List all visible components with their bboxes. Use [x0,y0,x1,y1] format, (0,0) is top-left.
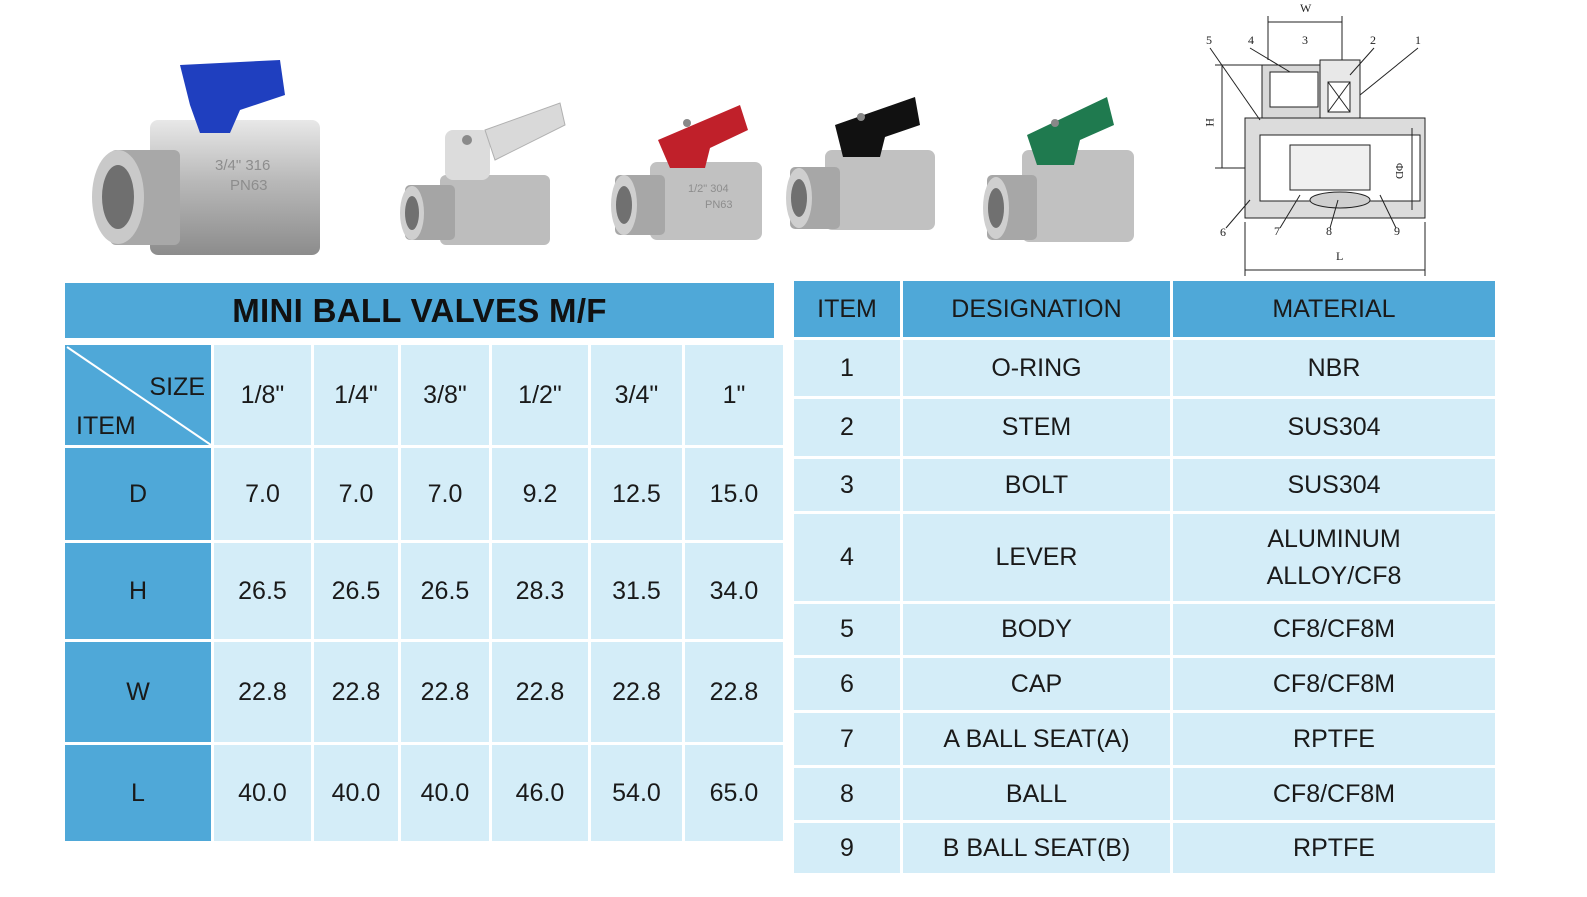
dimensions-table-title: MINI BALL VALVES M/F [65,283,774,338]
row-label: D [65,448,211,540]
table-cell: 26.5 [314,543,398,639]
designation: LEVER [903,514,1170,601]
corner-size-label: SIZE [149,373,205,401]
item-number: 3 [794,459,900,511]
size-header: 3/8" [401,345,489,445]
designation: STEM [903,399,1170,456]
table-cell: 34.0 [685,543,783,639]
designation: B BALL SEAT(B) [903,823,1170,873]
designation: BODY [903,604,1170,655]
table-cell: 7.0 [214,448,311,540]
item-number: 6 [794,658,900,710]
corner-header: SIZE ITEM [65,345,211,445]
material: NBR [1173,340,1495,396]
diameter-label: ΦD [1393,163,1405,179]
table-cell: 40.0 [314,745,398,841]
svg-text:1/2" 304: 1/2" 304 [688,183,729,195]
table-cell: 7.0 [401,448,489,540]
table-cell: 28.3 [492,543,588,639]
width-label: W [1300,1,1312,15]
table-cell: 7.0 [314,448,398,540]
header-designation: DESIGNATION [903,281,1170,337]
size-header: 1/4" [314,345,398,445]
material: CF8/CF8M [1173,604,1495,655]
product-photo-black-valve [785,95,945,245]
callout-2: 2 [1370,33,1376,47]
item-number: 8 [794,768,900,820]
table-cell: 12.5 [591,448,682,540]
material: RPTFE [1173,713,1495,765]
row-label: W [65,642,211,742]
item-number: 7 [794,713,900,765]
material: CF8/CF8M [1173,658,1495,710]
table-cell: 22.8 [492,642,588,742]
table-cell: 26.5 [401,543,489,639]
table-cell: 22.8 [214,642,311,742]
table-cell: 40.0 [401,745,489,841]
size-header: 1/8" [214,345,311,445]
table-cell: 15.0 [685,448,783,540]
designation: O-RING [903,340,1170,396]
svg-text:PN63: PN63 [705,199,733,211]
product-photo-green-valve [982,95,1142,255]
designation: CAP [903,658,1170,710]
table-cell: 54.0 [591,745,682,841]
callout-9: 9 [1394,224,1400,238]
table-cell: 65.0 [685,745,783,841]
product-photo-red-valve: 1/2" 304 PN63 [610,100,770,250]
black-handle [835,97,920,157]
length-label: L [1336,249,1343,263]
product-photo-blue-valve: 3/4" 316 PN63 [80,55,340,265]
corner-item-label: ITEM [76,412,136,440]
item-number: 1 [794,340,900,396]
material: RPTFE [1173,823,1495,873]
material: CF8/CF8M [1173,768,1495,820]
callout-8: 8 [1326,224,1332,238]
blue-handle [180,60,285,133]
svg-text:PN63: PN63 [230,177,268,194]
product-photo-silver-valve [400,95,570,255]
callout-7: 7 [1274,224,1280,238]
height-label: H [1203,118,1217,127]
designation: BALL [903,768,1170,820]
callout-5: 5 [1206,33,1212,47]
table-cell: 22.8 [591,642,682,742]
header-material: MATERIAL [1173,281,1495,337]
callout-1: 1 [1415,33,1421,47]
table-cell: 22.8 [314,642,398,742]
cross-section-drawing: W H ΦD L 1 2 3 4 5 6 7 8 9 [1190,0,1450,285]
table-cell: 22.8 [685,642,783,742]
callout-3: 3 [1302,33,1308,47]
svg-text:3/4" 316: 3/4" 316 [215,157,270,174]
table-cell: 46.0 [492,745,588,841]
table-cell: 26.5 [214,543,311,639]
materials-table: ITEM DESIGNATION MATERIAL 1 O-RING NBR 2… [794,281,1495,873]
callout-6: 6 [1220,225,1226,239]
green-handle [1027,97,1114,165]
dimensions-table: MINI BALL VALVES M/F SIZE ITEM 1/8" 1/4"… [65,283,783,841]
item-number: 2 [794,399,900,456]
table-cell: 40.0 [214,745,311,841]
material: ALUMINUM ALLOY/CF8 [1173,514,1495,601]
red-handle [658,105,748,168]
table-cell: 22.8 [401,642,489,742]
item-number: 9 [794,823,900,873]
callout-4: 4 [1248,33,1254,47]
row-label: H [65,543,211,639]
row-label: L [65,745,211,841]
item-number: 4 [794,514,900,601]
size-header: 1" [685,345,783,445]
designation: A BALL SEAT(A) [903,713,1170,765]
dimensions-grid: SIZE ITEM 1/8" 1/4" 3/8" 1/2" 3/4" 1" D … [65,345,783,841]
item-number: 5 [794,604,900,655]
header-item: ITEM [794,281,900,337]
size-header: 3/4" [591,345,682,445]
table-cell: 31.5 [591,543,682,639]
material: SUS304 [1173,399,1495,456]
size-header: 1/2" [492,345,588,445]
designation: BOLT [903,459,1170,511]
material: SUS304 [1173,459,1495,511]
table-cell: 9.2 [492,448,588,540]
